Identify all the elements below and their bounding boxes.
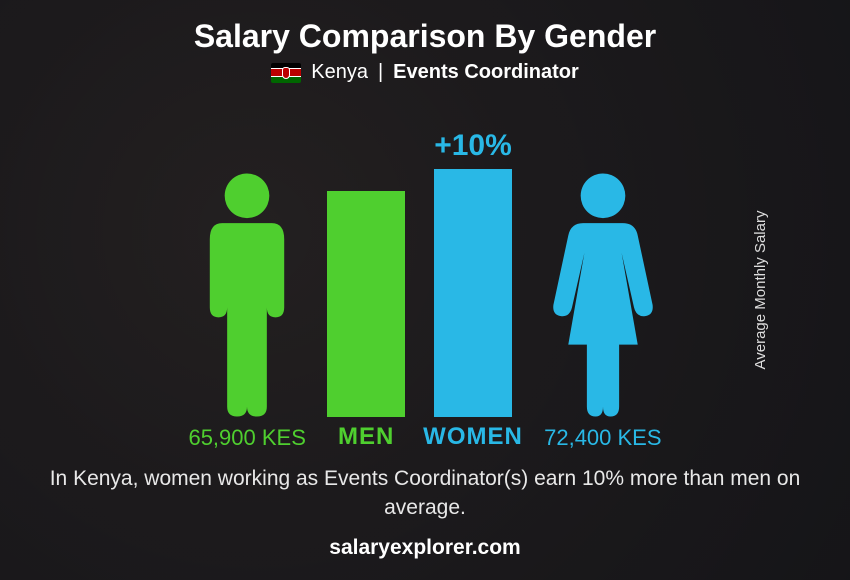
page-title: Salary Comparison By Gender: [194, 18, 656, 55]
women-bar-column: +10% WOMEN: [423, 169, 523, 451]
pct-diff-label: +10%: [434, 129, 512, 163]
man-icon: [185, 171, 309, 419]
men-bar: [327, 191, 405, 417]
women-bar: [434, 169, 512, 417]
job-title-label: Events Coordinator: [393, 61, 579, 84]
y-axis-label: Average Monthly Salary: [752, 211, 769, 370]
kenya-flag-icon: [271, 63, 301, 83]
women-column: 72,400 KES: [541, 171, 665, 451]
chart-area: 65,900 KES MEN +10% WOMEN 72,400 KES: [30, 98, 820, 451]
women-bar-label: WOMEN: [423, 423, 523, 451]
men-column: 65,900 KES: [185, 171, 309, 451]
women-salary-label: 72,400 KES: [544, 425, 661, 451]
woman-icon: [541, 171, 665, 419]
country-label: Kenya: [311, 61, 368, 84]
separator: |: [378, 61, 383, 84]
subtitle-row: Kenya | Events Coordinator: [271, 61, 579, 84]
description-text: In Kenya, women working as Events Coordi…: [35, 465, 815, 522]
men-salary-label: 65,900 KES: [188, 425, 305, 451]
footer-link[interactable]: salaryexplorer.com: [329, 536, 520, 560]
men-bar-column: MEN: [327, 191, 405, 451]
infographic-container: Salary Comparison By Gender Kenya | Even…: [0, 0, 850, 580]
men-bar-label: MEN: [338, 423, 394, 451]
